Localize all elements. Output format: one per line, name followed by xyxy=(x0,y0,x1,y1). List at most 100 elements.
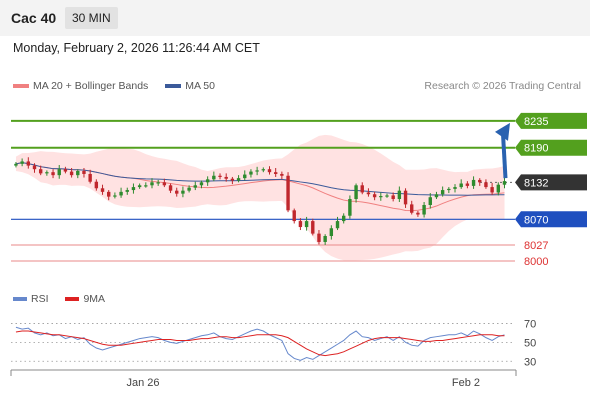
candle-body xyxy=(379,196,383,198)
candle-body xyxy=(403,190,408,205)
candle-body xyxy=(137,185,142,188)
candle-body xyxy=(484,182,488,188)
rsi-line xyxy=(15,326,505,361)
legend-item-rsi: RSI xyxy=(13,293,49,305)
candle-body xyxy=(434,194,439,198)
rsi-tick-30: 30 xyxy=(524,356,536,368)
candle-body xyxy=(317,233,321,242)
candle-body xyxy=(199,182,204,186)
level-label-8070: 8070 xyxy=(524,214,548,226)
candle-body xyxy=(428,197,432,205)
candle-body xyxy=(82,170,86,174)
candle-body xyxy=(490,187,494,193)
candle-body xyxy=(20,161,24,164)
candle-body xyxy=(273,172,278,174)
candle-body xyxy=(45,172,49,174)
candle-body xyxy=(335,221,340,229)
candle-body xyxy=(298,221,303,228)
candle-body xyxy=(113,195,117,197)
legend-swatch-ma20 xyxy=(13,84,29,89)
candle-body xyxy=(502,181,507,185)
candle-body xyxy=(459,183,463,188)
candle-body xyxy=(63,169,68,172)
candle-body xyxy=(416,212,420,215)
candle-body xyxy=(496,184,501,193)
candle-body xyxy=(76,170,80,176)
candle-body xyxy=(69,171,74,176)
legend-label-bollinger: MA 20 + Bollinger Bands xyxy=(33,80,149,92)
candle-body xyxy=(422,204,426,215)
candle-body xyxy=(131,187,136,191)
level-tag-8235 xyxy=(515,112,587,129)
ma50-line xyxy=(15,162,505,196)
candle-body xyxy=(88,173,92,182)
candle-body xyxy=(385,195,389,197)
candle-body xyxy=(212,175,216,180)
candle-body xyxy=(38,169,43,174)
forecast-arrow-head xyxy=(495,122,510,141)
candle-body xyxy=(187,187,191,191)
legend-item-ma50: MA 50 xyxy=(165,80,215,92)
legend-label-rsi: RSI xyxy=(31,293,49,305)
rsi-tick-50: 50 xyxy=(524,337,536,349)
candle-body xyxy=(447,188,451,191)
legend-item-bollinger: MA 20 + Bollinger Bands xyxy=(13,80,148,92)
legend-item-9ma: 9MA xyxy=(65,293,105,305)
candle-body xyxy=(230,178,235,181)
candle-body xyxy=(249,171,253,175)
candle-body xyxy=(168,185,173,191)
candle-body xyxy=(348,199,352,216)
level-tag-8070 xyxy=(515,211,587,228)
candle-body xyxy=(311,221,315,234)
level-label-8132: 8132 xyxy=(524,177,548,189)
candle-body xyxy=(224,176,228,179)
candle-body xyxy=(267,169,272,173)
candle-body xyxy=(280,173,284,176)
level-label-8027: 8027 xyxy=(524,240,548,252)
candle-body xyxy=(150,182,154,186)
candle-body xyxy=(329,228,334,236)
candle-body xyxy=(323,236,327,242)
candle-body xyxy=(100,188,105,192)
rsi-ma9-line xyxy=(15,330,505,357)
level-label-8235: 8235 xyxy=(524,116,548,128)
level-tag-8190 xyxy=(515,139,587,156)
candle-body xyxy=(453,187,457,189)
candle-body xyxy=(193,185,197,188)
candle-body xyxy=(465,183,470,186)
rsi-tick-70: 70 xyxy=(524,318,536,330)
legend-swatch-9ma xyxy=(65,297,80,302)
candle-body xyxy=(243,174,247,179)
level-label-8190: 8190 xyxy=(524,143,548,155)
timeframe-badge[interactable]: 30 MIN xyxy=(65,7,118,29)
candle-body xyxy=(181,190,185,194)
chart-datetime: Monday, February 2, 2026 11:26:44 AM CET xyxy=(13,41,260,55)
candle-body xyxy=(360,185,364,193)
candle-body xyxy=(119,191,123,196)
legend-label-ma50: MA 50 xyxy=(185,80,215,92)
candle-body xyxy=(205,179,210,183)
candle-body xyxy=(144,185,148,187)
candle-body xyxy=(255,170,259,172)
level-label-8000: 8000 xyxy=(524,256,548,268)
legend-label-9ma: 9MA xyxy=(83,293,106,305)
candle-body xyxy=(94,181,99,189)
candle-body xyxy=(14,163,18,166)
candle-body xyxy=(471,179,476,186)
candle-body xyxy=(107,191,111,197)
header-bar: Cac 40 30 MIN xyxy=(0,0,590,36)
candle-body xyxy=(162,182,167,186)
candle-body xyxy=(354,185,358,200)
candle-body xyxy=(478,179,482,183)
candle-body xyxy=(57,169,61,176)
candle-body xyxy=(366,192,371,195)
candle-body xyxy=(391,195,395,200)
candle-body xyxy=(261,169,266,171)
research-credit: Research © 2026 Trading Central xyxy=(424,80,581,92)
candle-body xyxy=(175,190,179,194)
price-legend: MA 20 + Bollinger Bands MA 50 xyxy=(13,80,229,92)
candle-body xyxy=(372,194,377,198)
rsi-legend: RSI 9MA xyxy=(13,293,119,305)
